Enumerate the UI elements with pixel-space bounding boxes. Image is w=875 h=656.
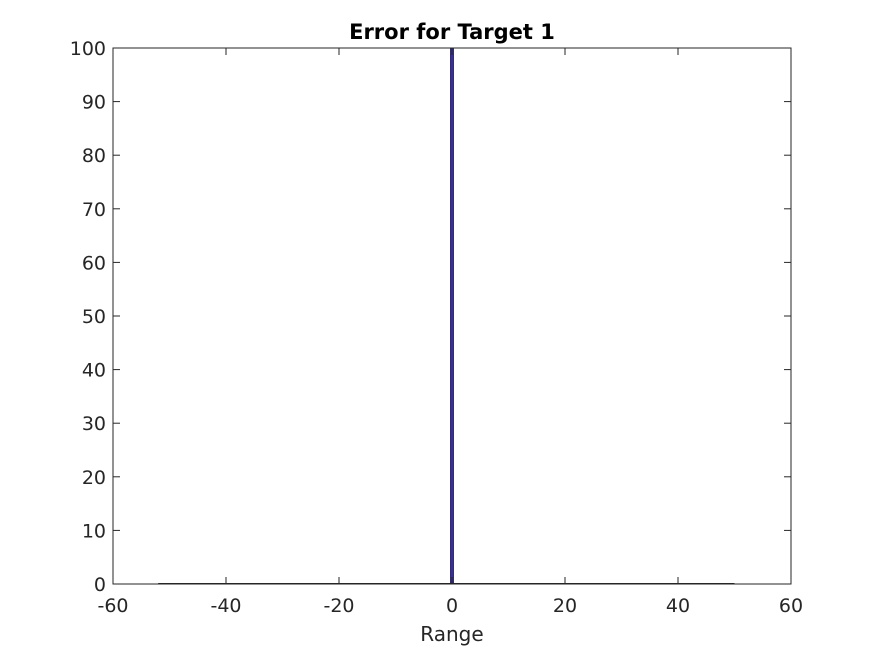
y-tick-label: 80 <box>82 145 106 167</box>
x-tick-label: -20 <box>323 595 354 617</box>
y-tick-label: 70 <box>82 199 106 221</box>
y-tick-label: 0 <box>94 574 106 596</box>
y-tick-label: 60 <box>82 252 106 274</box>
chart-title: Error for Target 1 <box>349 20 555 44</box>
y-tick-label: 20 <box>82 467 106 489</box>
bars-group <box>450 47 454 585</box>
x-tick-label: 0 <box>446 595 458 617</box>
y-tick-label: 10 <box>82 520 106 542</box>
y-tick-label: 30 <box>82 413 106 435</box>
y-tick-label: 40 <box>82 360 106 382</box>
x-tick-label: -40 <box>210 595 241 617</box>
x-axis-label: Range <box>420 622 483 646</box>
y-tick-label: 90 <box>82 92 106 114</box>
y-axis-ticks: 0 10 20 30 40 50 60 70 80 90 100 <box>70 38 791 596</box>
histogram-bar <box>450 47 454 585</box>
x-tick-label: -60 <box>97 595 128 617</box>
x-tick-label: 20 <box>553 595 577 617</box>
y-tick-label: 50 <box>82 306 106 328</box>
x-axis-ticks: -60 -40 -20 0 20 40 60 <box>97 48 803 617</box>
x-tick-label: 40 <box>666 595 690 617</box>
x-tick-label: 60 <box>779 595 803 617</box>
y-tick-label: 100 <box>70 38 106 60</box>
